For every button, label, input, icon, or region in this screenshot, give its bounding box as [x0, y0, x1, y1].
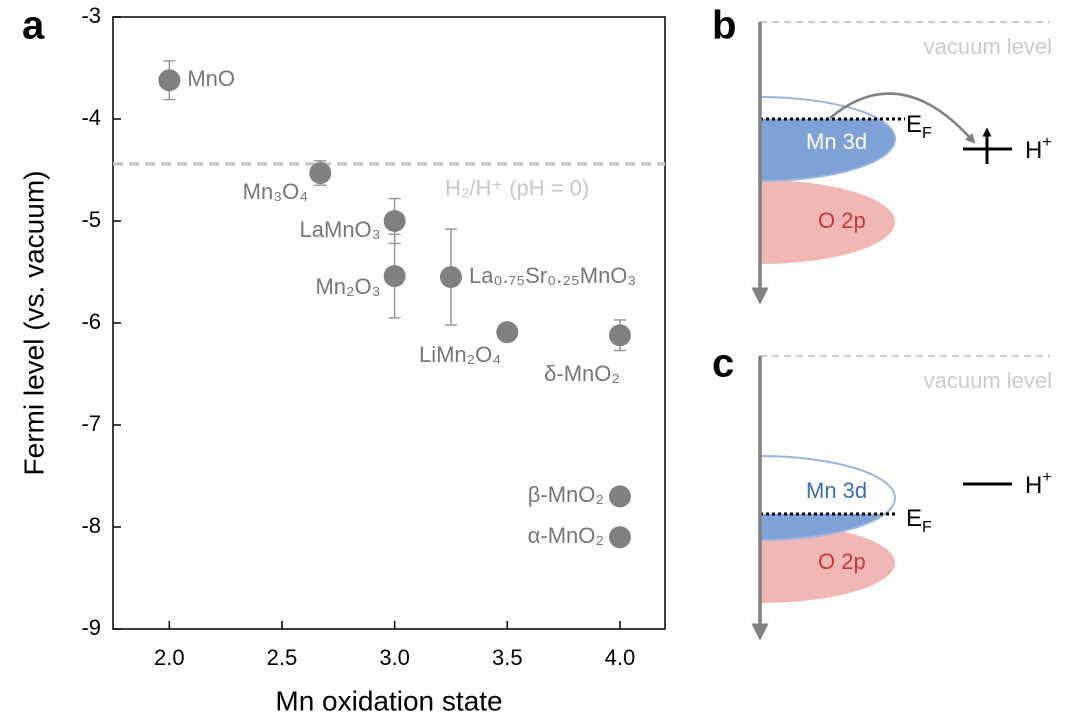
fermi-sub: F: [922, 125, 932, 142]
y-axis-label: Fermi level (vs. vacuum): [18, 171, 49, 476]
electron-transfer: [829, 92, 976, 144]
proton-main: H: [1025, 472, 1042, 499]
o2p-band: [760, 180, 895, 264]
point-label: LaMnO₃: [300, 217, 381, 242]
point-label: LiMn₂O₄: [419, 342, 501, 367]
proton-sup: +: [1042, 134, 1051, 151]
data-point: [608, 324, 631, 347]
y-tick-label: -7: [81, 411, 101, 436]
y-tick-label: -6: [81, 309, 101, 334]
diagram-c: c vacuum level Mn 3d O 2p EF H+: [712, 342, 1052, 641]
y-tick-label: -3: [81, 3, 101, 28]
y-tick-label: -5: [81, 207, 101, 232]
band-label: O 2p: [818, 549, 866, 574]
reference-label: H₂/H⁺ (pH = 0): [445, 176, 589, 201]
y-tick-label: -9: [81, 615, 101, 640]
data-point: [309, 162, 332, 185]
y-tick-label: -8: [81, 513, 101, 538]
fermi-label: EF: [906, 505, 932, 536]
x-axis-label: Mn oxidation state: [275, 685, 502, 716]
mn3d-band: [759, 455, 896, 541]
data-point: [383, 265, 406, 288]
proton-sup: +: [1042, 469, 1051, 486]
x-tick-label: 2.0: [154, 645, 185, 670]
data-point: [608, 485, 631, 508]
data-point: [439, 266, 462, 289]
data-point: [383, 210, 406, 232]
data-point: [608, 526, 631, 549]
x-tick-label: 3.0: [379, 645, 410, 670]
mn3d-filled: [760, 119, 895, 181]
point-label: La₀.₇₅Sr₀.₂₅MnO₃: [469, 263, 636, 288]
point-label: α-MnO₂: [528, 523, 604, 548]
proton-main: H: [1025, 137, 1042, 164]
vacuum-label: vacuum level: [924, 34, 1052, 59]
proton-label: H+: [1025, 469, 1052, 499]
x-tick-label: 2.5: [267, 645, 298, 670]
band-label: Mn 3d: [806, 478, 867, 503]
panel-letter: a: [22, 4, 45, 48]
mn3d-filled: [760, 514, 885, 540]
o2p-band: [760, 523, 895, 603]
band-label: Mn 3d: [806, 129, 867, 154]
diagram-b: b vacuum level Mn 3d O 2p EF H+: [712, 4, 1052, 305]
band-label: O 2p: [818, 208, 866, 233]
point-label: β-MnO₂: [528, 482, 604, 507]
point-label: MnO: [187, 66, 235, 91]
x-tick-label: 3.5: [492, 645, 523, 670]
point-label: Mn₂O₃: [315, 274, 380, 299]
x-tick-label: 4.0: [605, 645, 636, 670]
panel-letter: b: [712, 4, 736, 48]
vacuum-label: vacuum level: [924, 368, 1052, 393]
data-point: [496, 321, 519, 344]
fermi-main: E: [906, 111, 922, 138]
fermi-main: E: [906, 505, 922, 532]
proton-label: H+: [1025, 134, 1052, 164]
panel-letter: c: [712, 342, 734, 386]
point-label: Mn₃O₄: [243, 179, 309, 204]
y-tick-label: -4: [81, 105, 101, 130]
data-point: [158, 69, 181, 92]
fermi-sub: F: [922, 519, 932, 536]
mn3d-band: [759, 96, 896, 182]
fermi-label: EF: [906, 111, 932, 142]
point-label: δ-MnO₂: [544, 361, 620, 386]
